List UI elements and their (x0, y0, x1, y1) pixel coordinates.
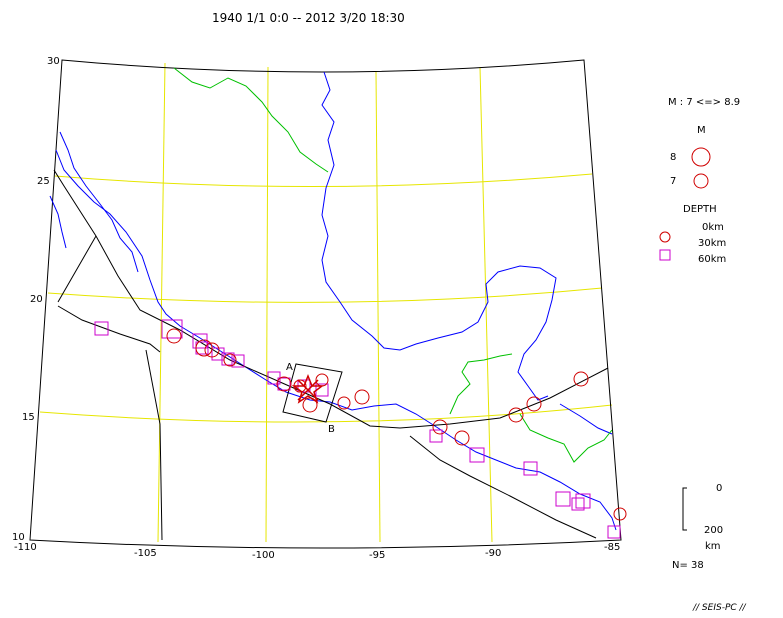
baja-west-coast (49, 195, 67, 249)
event-square (429, 429, 443, 443)
baja-coast (59, 131, 139, 273)
event-circle (508, 407, 524, 423)
deep-events (94, 319, 621, 539)
cocos-line (409, 435, 597, 539)
lat-label-15: 15 (22, 412, 35, 423)
caribbean-coast (559, 403, 613, 435)
latitude-line-25 (54, 173, 593, 188)
legend-depth-30: 30km (698, 238, 726, 249)
scale-bottom-label: 200 (704, 525, 723, 536)
lat-label-20: 20 (30, 294, 43, 305)
trench-line (53, 169, 609, 429)
plate-boundaries (53, 169, 609, 541)
event-circle (454, 430, 470, 446)
lon-label-90: -90 (485, 548, 501, 559)
software-signature: // SEIS-PC // (692, 603, 747, 613)
latitude-line-15 (39, 404, 613, 423)
event-square (211, 347, 225, 361)
legend-mag-range: M : 7 <=> 8.9 (668, 97, 740, 108)
lat-label-10: 10 (12, 532, 25, 543)
event-square (94, 321, 109, 336)
gulf-coast (321, 71, 557, 401)
legend-depth-60: 60km (698, 254, 726, 265)
lon-label-100: -100 (252, 550, 275, 561)
event-square (523, 461, 538, 476)
legend-depth-0: 0km (702, 222, 724, 233)
legend-circle-8 (691, 147, 711, 167)
latitude-labels: 30 25 20 15 10 (12, 56, 60, 543)
central-america-border (519, 413, 613, 463)
event-square (161, 319, 183, 339)
depth-scale-bar (682, 487, 687, 531)
outer-trench (145, 349, 163, 541)
legend-depth-square (659, 249, 671, 261)
event-circle (354, 389, 370, 405)
legend-circle-7 (693, 173, 709, 189)
legend-mag-8: 8 (670, 152, 676, 163)
longitude-line-100 (265, 66, 269, 543)
event-circle (166, 328, 182, 344)
longitude-line-90 (479, 66, 493, 543)
event-circle (613, 507, 627, 521)
event-circle (337, 396, 351, 410)
event-circle (223, 353, 237, 367)
event-circle (276, 376, 292, 392)
event-count: N= 38 (672, 560, 704, 571)
scale-top-label: 0 (716, 483, 722, 494)
event-circle (204, 342, 220, 358)
graticule (39, 62, 613, 543)
event-square (469, 447, 485, 463)
national-borders (173, 67, 613, 463)
map-title: 1940 1/1 0:0 -- 2012 3/20 18:30 (212, 11, 405, 25)
coastline (49, 71, 617, 531)
pacific-coast (55, 149, 617, 531)
event-square (221, 352, 235, 366)
lat-label-25: 25 (37, 176, 50, 187)
us-mexico-border (173, 67, 329, 173)
lon-label-85: -85 (604, 542, 620, 553)
legend-mag-title: M (697, 125, 706, 136)
event-square (231, 354, 245, 368)
legend: M : 7 <=> 8.9 M 8 7 DEPTH 0km 30km 60km … (659, 97, 740, 571)
legend-depth-title: DEPTH (683, 204, 717, 215)
longitude-labels: -110 -105 -100 -95 -90 -85 (14, 542, 620, 561)
event-square (575, 493, 591, 509)
lat-label-30: 30 (47, 56, 60, 67)
mainshock-star-icon (291, 373, 325, 404)
cross-section-box (282, 363, 343, 423)
legend-mag-7: 7 (670, 176, 676, 187)
scale-unit-label: km (705, 541, 721, 552)
guatemala-border (449, 353, 513, 415)
event-circle (526, 396, 542, 412)
event-circle (573, 371, 589, 387)
event-square (607, 525, 621, 539)
lon-label-95: -95 (369, 550, 385, 561)
longitude-line-95 (375, 71, 381, 543)
section-label-b: B (328, 424, 335, 435)
shallow-events (166, 328, 627, 521)
event-square (555, 491, 571, 507)
section-label-a: A (286, 362, 293, 373)
event-square (571, 497, 585, 511)
event-square (277, 377, 291, 391)
plate-line (57, 235, 97, 303)
lon-label-110: -110 (14, 542, 37, 553)
lon-label-105: -105 (134, 548, 157, 559)
cross-section: A B (282, 362, 343, 435)
event-circle (195, 339, 213, 357)
fault-line (57, 305, 161, 353)
longitude-line-105 (157, 62, 166, 543)
latitude-line-20 (47, 287, 603, 303)
map-frame (29, 59, 622, 549)
legend-depth-circle (659, 231, 671, 243)
event-circle (432, 419, 448, 435)
